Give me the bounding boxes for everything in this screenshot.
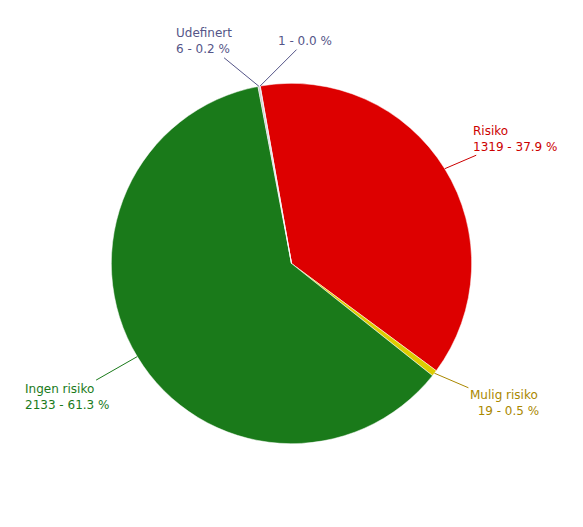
svg-text:Mulig risiko 19 - 0.5 %: Mulig risiko 19 - 0.5 %	[470, 388, 539, 418]
svg-text:Udefinert6 - 0.2 %: Udefinert6 - 0.2 %	[176, 26, 232, 56]
svg-text:Ingen risiko2133 - 61.3 %: Ingen risiko2133 - 61.3 %	[25, 382, 109, 412]
svg-text:1 - 0.0 %: 1 - 0.0 %	[278, 34, 332, 48]
svg-text:Risiko1319 - 37.9 %: Risiko1319 - 37.9 %	[473, 124, 557, 154]
